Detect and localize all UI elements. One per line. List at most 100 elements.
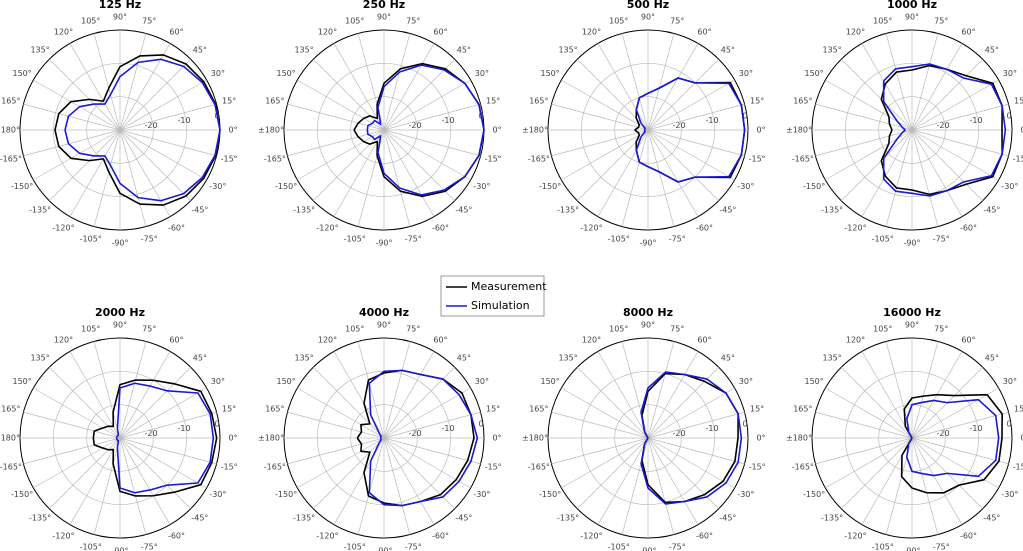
grid-spoke [119, 129, 171, 217]
grid-spoke [911, 129, 939, 227]
grid-spoke [647, 33, 675, 131]
grid-spoke [383, 43, 435, 131]
grid-spoke [647, 43, 699, 131]
grid-spoke [815, 437, 913, 465]
chart-title: 250 Hz [363, 0, 405, 11]
grid-spoke [577, 367, 649, 439]
theta-tick-label: 45° [721, 354, 735, 363]
grid-spoke [647, 129, 745, 157]
series-line [641, 372, 739, 504]
grid-spoke [333, 351, 385, 439]
grid-spoke [647, 437, 745, 465]
grid-spoke [825, 387, 913, 439]
r-tick-label: -10 [969, 424, 982, 433]
theta-tick-label: -30° [737, 490, 754, 499]
chart-title: 500 Hz [627, 0, 669, 11]
grid-spoke [119, 129, 191, 201]
theta-tick-label: 0° [228, 434, 237, 443]
theta-tick-label: 105° [345, 324, 364, 333]
grid-spoke [561, 79, 649, 131]
theta-tick-label: -135° [557, 513, 579, 522]
grid-spoke [597, 351, 649, 439]
grid-spoke [23, 103, 121, 131]
theta-tick-label: 30° [1003, 377, 1017, 386]
grid-spoke [119, 437, 147, 535]
grid-spoke [911, 387, 999, 439]
grid-spoke [119, 367, 191, 439]
theta-tick-label: 105° [609, 16, 628, 25]
theta-tick-label: 75° [934, 324, 948, 333]
theta-tick-label: 60° [961, 28, 975, 37]
theta-tick-label: 105° [81, 324, 100, 333]
series-line [640, 371, 743, 505]
theta-tick-label: 150° [540, 377, 559, 386]
grid-spoke [861, 43, 913, 131]
grid-spoke [33, 437, 121, 489]
theta-tick-label: 165° [529, 404, 548, 413]
theta-tick-label: -15° [749, 155, 766, 164]
theta-tick-label: 165° [529, 96, 548, 105]
theta-tick-label: -45° [983, 205, 1000, 214]
theta-tick-label: 0° [1020, 434, 1023, 443]
theta-tick-label: 150° [276, 377, 295, 386]
r-tick-label: -10 [177, 116, 190, 125]
r-tick-label: -10 [969, 116, 982, 125]
grid-spoke [383, 59, 455, 131]
grid-spoke [93, 129, 121, 227]
theta-tick-label: -75° [933, 543, 950, 551]
grid-spoke [911, 129, 963, 217]
theta-tick-label: -90° [375, 547, 392, 551]
theta-tick-label: 60° [169, 28, 183, 37]
grid-spoke [551, 411, 649, 439]
theta-tick-label: -150° [11, 182, 33, 191]
theta-tick-label: -15° [485, 463, 502, 472]
grid-spoke [383, 129, 481, 157]
theta-tick-label: -30° [1001, 490, 1018, 499]
theta-tick-label: 15° [222, 96, 236, 105]
theta-tick-label: -30° [209, 182, 226, 191]
grid-spoke [911, 437, 963, 525]
grid-spoke [23, 129, 121, 157]
theta-tick-label: -90° [903, 239, 920, 248]
theta-tick-label: -90° [111, 239, 128, 248]
grid-spoke [561, 129, 649, 181]
series-line [906, 398, 1000, 478]
theta-tick-label: 0° [1020, 126, 1023, 135]
theta-tick-label: -30° [473, 182, 490, 191]
theta-tick-label: 105° [873, 324, 892, 333]
theta-tick-label: 45° [985, 46, 999, 55]
series-line [356, 369, 475, 507]
grid-spoke [911, 437, 1009, 465]
grid-spoke [825, 437, 913, 489]
grid-spoke [383, 411, 481, 439]
theta-tick-label: -90° [375, 239, 392, 248]
theta-tick-label: -105° [608, 543, 630, 551]
grid-spoke [333, 129, 385, 217]
r-tick-label: -20 [408, 429, 421, 438]
series-line [880, 64, 1003, 196]
theta-tick-label: -75° [933, 235, 950, 244]
grid-spoke [119, 33, 147, 131]
theta-tick-label: -165° [264, 463, 286, 472]
grid-spoke [287, 103, 385, 131]
grid-spoke [597, 43, 649, 131]
grid-spoke [911, 129, 999, 181]
theta-tick-label: 45° [193, 46, 207, 55]
legend-label: Measurement [471, 280, 547, 293]
grid-spoke [861, 351, 913, 439]
grid-spoke [815, 103, 913, 131]
theta-tick-label: -15° [749, 463, 766, 472]
r-tick-label: 0 [742, 420, 747, 429]
theta-tick-label: -135° [821, 205, 843, 214]
r-tick-label: -10 [705, 424, 718, 433]
theta-tick-label: -90° [639, 239, 656, 248]
r-tick-label: 0 [214, 420, 219, 429]
grid-spoke [647, 103, 745, 131]
theta-tick-label: 150° [276, 69, 295, 78]
grid-spoke [313, 59, 385, 131]
theta-tick-label: 120° [582, 28, 601, 37]
theta-tick-label: -105° [608, 235, 630, 244]
theta-tick-label: -60° [696, 531, 713, 540]
theta-tick-label: -45° [191, 205, 208, 214]
theta-tick-label: 135° [294, 46, 313, 55]
